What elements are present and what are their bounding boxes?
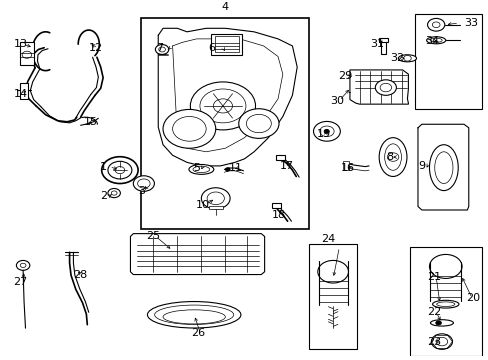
Circle shape <box>108 161 132 179</box>
Circle shape <box>246 114 271 133</box>
Circle shape <box>319 126 333 136</box>
Text: 17: 17 <box>279 161 293 171</box>
Circle shape <box>428 255 461 278</box>
Text: 11: 11 <box>229 163 243 173</box>
Circle shape <box>137 179 150 188</box>
Circle shape <box>155 45 168 54</box>
Ellipse shape <box>398 55 416 62</box>
Bar <box>343 161 348 170</box>
Bar <box>378 38 387 42</box>
Text: 7: 7 <box>156 43 163 53</box>
Circle shape <box>213 99 232 113</box>
Ellipse shape <box>154 305 233 324</box>
Text: 13: 13 <box>14 39 27 49</box>
Text: 2: 2 <box>100 191 107 201</box>
Bar <box>414 14 481 109</box>
Circle shape <box>111 191 117 195</box>
Text: 24: 24 <box>321 234 335 243</box>
Text: 22: 22 <box>427 307 441 317</box>
Text: 23: 23 <box>427 337 441 347</box>
Circle shape <box>403 55 410 61</box>
Circle shape <box>207 192 224 205</box>
Text: 20: 20 <box>465 293 479 303</box>
Text: 27: 27 <box>14 277 28 287</box>
Text: 25: 25 <box>146 231 160 242</box>
Circle shape <box>435 337 447 346</box>
Bar <box>210 33 242 55</box>
Text: 9: 9 <box>417 161 424 171</box>
Ellipse shape <box>432 300 458 308</box>
Circle shape <box>133 176 154 191</box>
Text: 12: 12 <box>89 43 102 53</box>
Bar <box>141 18 308 229</box>
Text: 6: 6 <box>208 43 215 53</box>
Text: 15: 15 <box>84 117 98 127</box>
Circle shape <box>317 260 348 283</box>
Text: 18: 18 <box>272 210 286 220</box>
Text: 26: 26 <box>190 328 204 338</box>
Ellipse shape <box>429 38 441 42</box>
Text: 19: 19 <box>316 129 330 139</box>
Bar <box>214 36 238 52</box>
Text: 21: 21 <box>427 272 441 282</box>
Circle shape <box>435 321 441 325</box>
Circle shape <box>379 83 391 92</box>
Text: 4: 4 <box>222 3 228 12</box>
Text: 16: 16 <box>340 163 354 173</box>
Circle shape <box>163 109 215 148</box>
Ellipse shape <box>384 144 401 170</box>
Text: 10: 10 <box>195 200 209 210</box>
Circle shape <box>431 22 439 28</box>
Circle shape <box>172 117 206 141</box>
Ellipse shape <box>428 145 457 190</box>
Bar <box>20 42 34 66</box>
Text: 8: 8 <box>385 152 392 162</box>
Circle shape <box>375 80 396 95</box>
Circle shape <box>386 153 398 161</box>
Circle shape <box>430 334 451 349</box>
Text: 32: 32 <box>390 53 404 63</box>
Text: 1: 1 <box>100 162 106 172</box>
Circle shape <box>108 189 120 198</box>
Text: 5: 5 <box>192 163 199 173</box>
Bar <box>276 155 284 160</box>
Circle shape <box>427 18 444 31</box>
Circle shape <box>102 157 138 184</box>
Circle shape <box>225 168 230 171</box>
Ellipse shape <box>378 138 406 176</box>
Ellipse shape <box>429 320 452 326</box>
Bar <box>272 203 280 207</box>
Circle shape <box>17 260 30 270</box>
Circle shape <box>238 109 279 138</box>
Bar <box>208 206 223 209</box>
Ellipse shape <box>147 302 241 328</box>
Ellipse shape <box>188 165 213 174</box>
Circle shape <box>115 167 124 174</box>
Text: 28: 28 <box>73 270 87 280</box>
Circle shape <box>200 89 245 123</box>
Circle shape <box>22 51 32 58</box>
Text: 31: 31 <box>369 39 383 49</box>
Text: 33: 33 <box>463 18 477 28</box>
Circle shape <box>159 47 165 52</box>
Text: 30: 30 <box>329 96 343 105</box>
Ellipse shape <box>163 310 225 324</box>
Circle shape <box>324 130 328 133</box>
Text: 14: 14 <box>14 89 28 99</box>
Circle shape <box>20 263 26 267</box>
Bar <box>20 83 28 99</box>
Text: 3: 3 <box>138 186 145 196</box>
Ellipse shape <box>426 37 445 44</box>
Bar <box>380 40 386 54</box>
Bar <box>308 243 356 349</box>
Ellipse shape <box>193 166 209 172</box>
Bar <box>409 247 481 356</box>
Circle shape <box>313 121 340 141</box>
Ellipse shape <box>436 302 454 306</box>
Ellipse shape <box>434 152 452 184</box>
Circle shape <box>201 188 230 209</box>
Text: 29: 29 <box>337 71 351 81</box>
Text: 34: 34 <box>425 36 439 46</box>
Circle shape <box>190 82 255 130</box>
